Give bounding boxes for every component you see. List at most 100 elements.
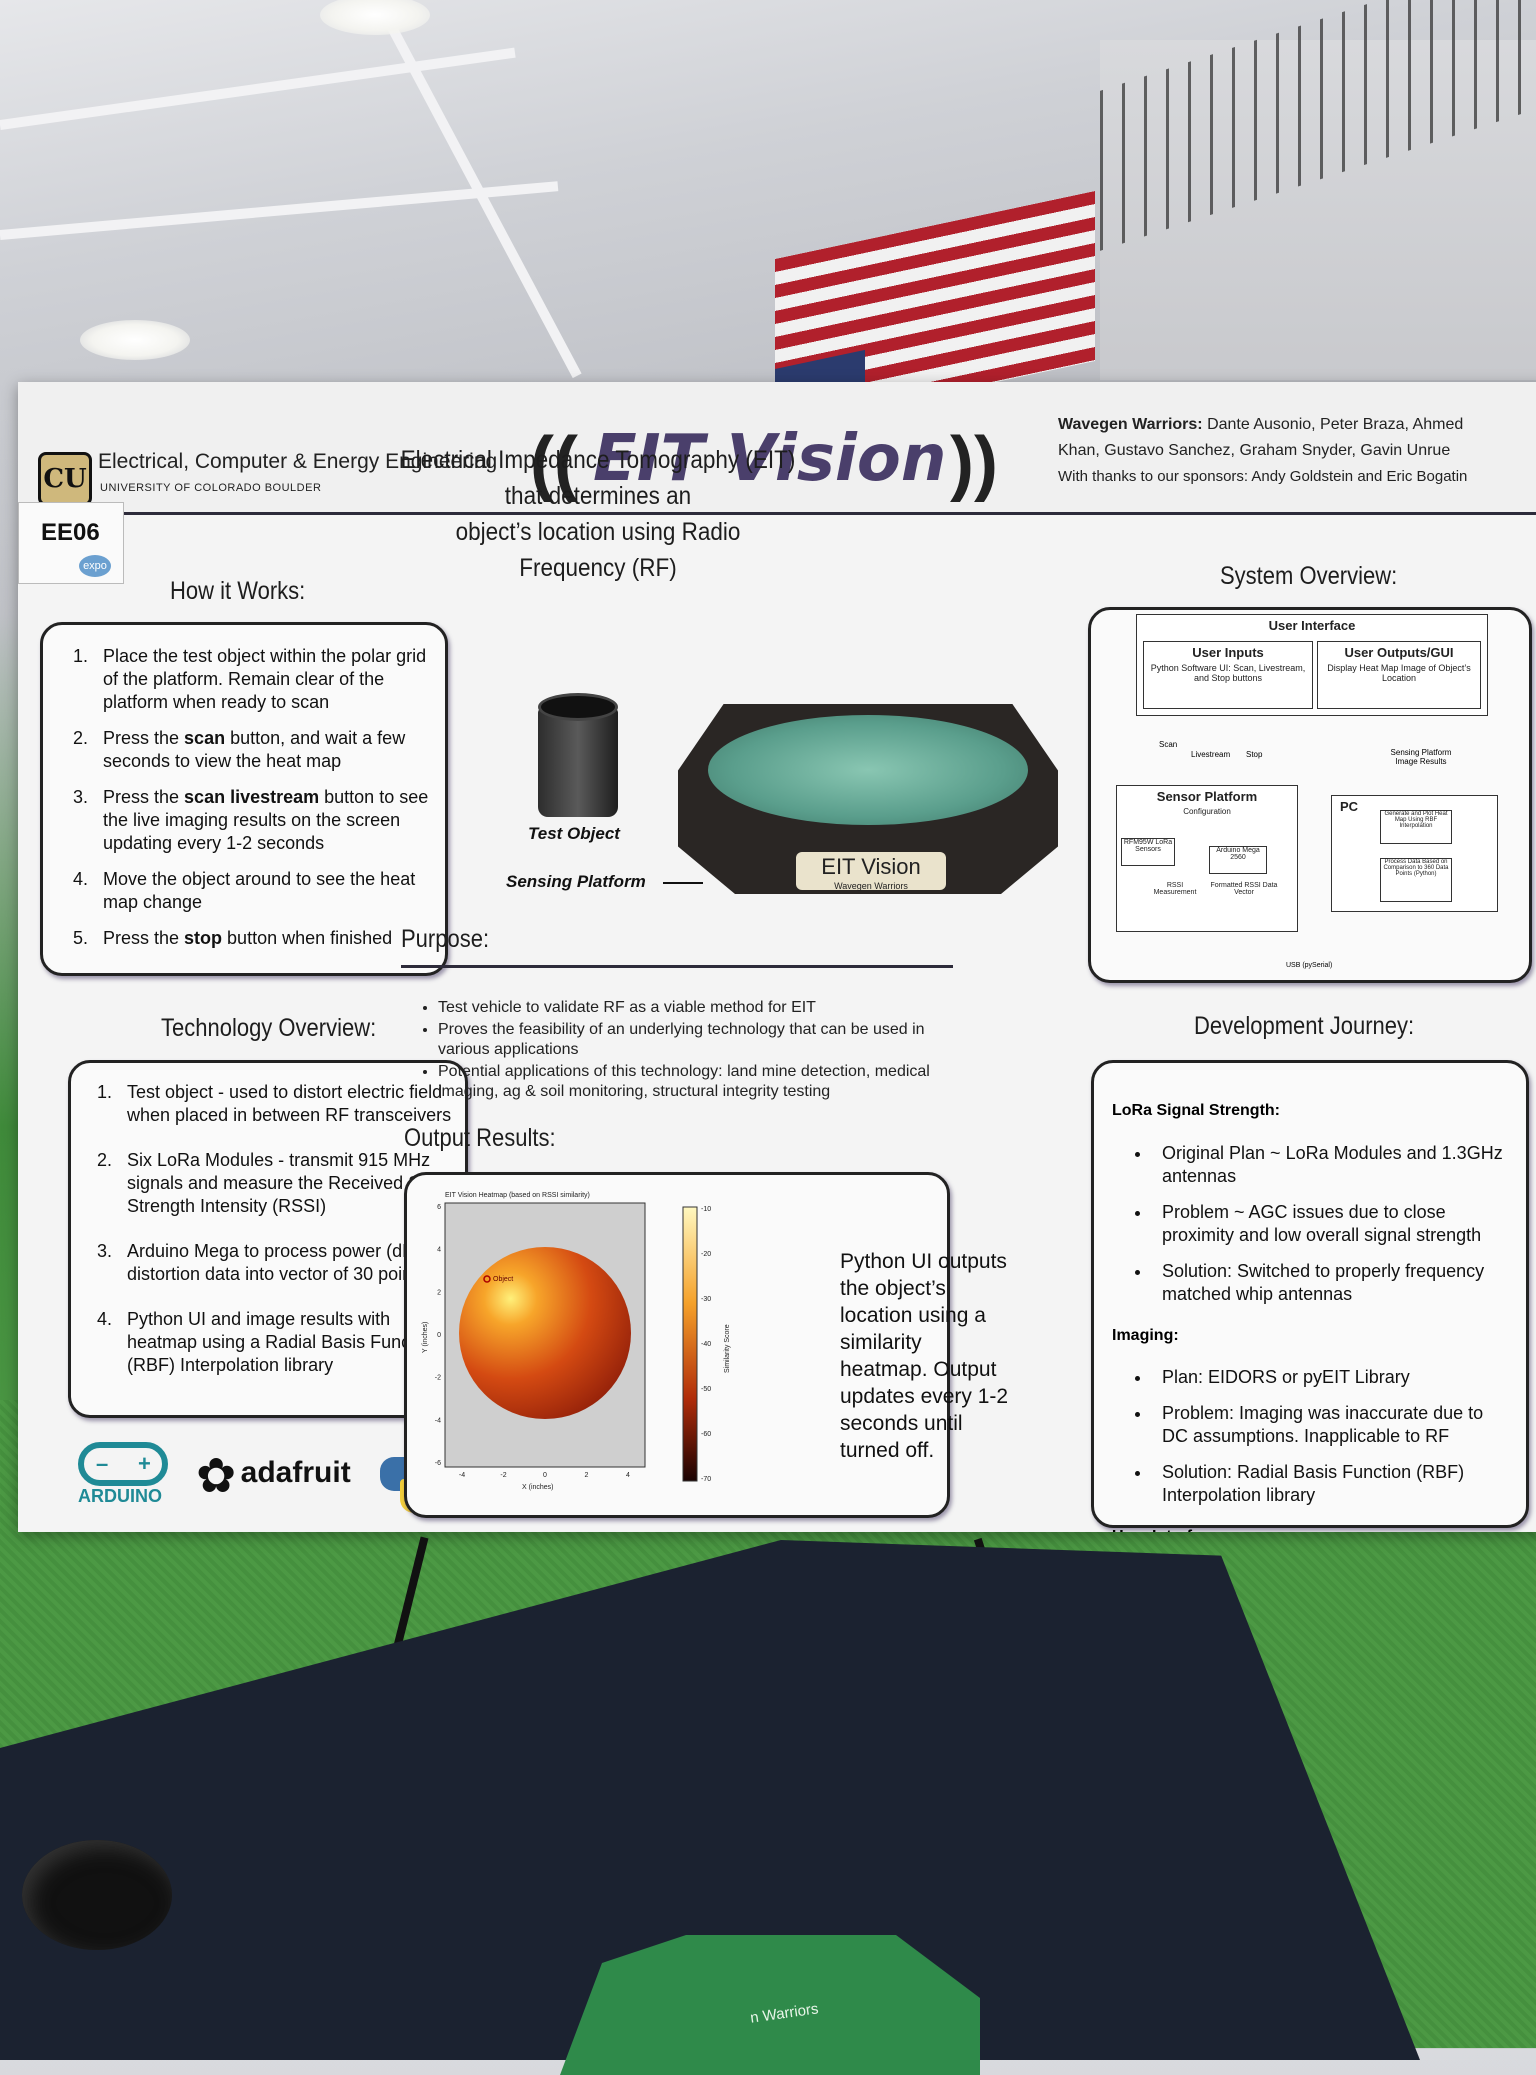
formatted-label: Formatted RSSI Data Vector (1210, 882, 1278, 896)
step-text: Press the (103, 728, 185, 748)
how-step: Press the scan button, and wait a few se… (93, 727, 445, 773)
technology-item: Python UI and image results with heatmap… (117, 1308, 465, 1377)
pc-block: PC Generate and Plot Heat Map Using RBF … (1331, 795, 1498, 912)
expo-logo: expo (79, 555, 111, 577)
how-step: Press the stop button when finished (93, 927, 445, 950)
outputs-title: User Outputs/GUI (1344, 645, 1454, 660)
step-keyword: scan livestream (184, 787, 320, 807)
arduino-block: Arduino Mega 2560 (1209, 846, 1267, 874)
colorbar-tick-label: -60 (701, 1431, 711, 1438)
y-tick-label: -4 (435, 1417, 441, 1424)
process-block: Process Data Based on Comparison to 360 … (1380, 858, 1452, 902)
pcb-text: n Warriors (749, 2000, 820, 2027)
step-text: button when finished (222, 928, 393, 948)
x-ticks: -4 -2 0 2 4 (459, 1472, 630, 1479)
ui-title: User Interface (1268, 618, 1356, 633)
purpose-rule (401, 965, 953, 968)
ceiling-light (320, 0, 430, 35)
purpose-bullet: Test vehicle to validate RF as a viable … (438, 998, 933, 1018)
colorbar-tick-label: -70 (701, 1476, 711, 1483)
booth-code: EE06 (41, 519, 100, 546)
ui-block: User Interface User Inputs Python Softwa… (1136, 614, 1488, 716)
team-label: Wavegen Warriors: (1058, 416, 1203, 433)
how-it-works-box: Place the test object within the polar g… (40, 622, 448, 976)
how-step: Move the object around to see the heat m… (93, 868, 445, 914)
development-content: LoRa Signal Strength: Original Plan ~ LoR… (1094, 1063, 1526, 1532)
colorbar-tick-label: -50 (701, 1386, 711, 1393)
step-keyword: scan (184, 728, 226, 748)
configuration-label: Configuration (1183, 807, 1231, 816)
signal-wave-right-icon: )) (950, 423, 998, 503)
purpose-heading: Purpose: (401, 925, 490, 953)
heatmap-plot: EIT Vision Heatmap (based on RSSI simila… (422, 1192, 646, 1491)
heatmap-title: EIT Vision Heatmap (based on RSSI simila… (445, 1192, 590, 1199)
colorbar-tick-label: -30 (701, 1296, 711, 1303)
test-object-caption: Test Object (528, 824, 620, 843)
journey-item: Solution: Radial Basis Function (RBF) In… (1152, 1461, 1512, 1507)
rssi-label: RSSI Measurement (1153, 882, 1197, 896)
user-outputs-block: User Outputs/GUI Display Heat Map Image … (1317, 641, 1481, 709)
lora-block: RFM95W LoRa Sensors (1121, 838, 1175, 866)
scan-arrow-label: Scan (1159, 740, 1178, 749)
journey-section-title: Imaging: (1112, 1326, 1179, 1344)
technology-box: Test object - used to distort electric f… (68, 1060, 468, 1418)
platform-label: EIT Vision (821, 854, 921, 879)
step-text: button to see the live imaging results o… (103, 787, 429, 853)
y-tick-label: 0 (437, 1332, 441, 1339)
platform-nameplate: EIT Vision Wavegen Warriors (796, 852, 946, 891)
purpose-bullet: Proves the feasibility of an underlying … (438, 1020, 933, 1060)
sensor-platform-block: Sensor Platform Configuration RFM95W LoR… (1116, 785, 1298, 932)
y-ticks: 6 4 2 0 -2 -4 -6 (435, 1204, 441, 1467)
cu-logo: CU (38, 452, 92, 506)
output-box: EIT Vision Heatmap (based on RSSI simila… (404, 1172, 950, 1518)
how-it-works-heading: How it Works: (170, 577, 306, 605)
step-text: button, and wait a few seconds to view t… (103, 728, 406, 771)
y-tick-label: -6 (435, 1460, 441, 1467)
journey-section-title: User Interface: (1112, 1528, 1512, 1532)
system-heading: System Overview: (1220, 562, 1398, 590)
journey-section-title: LoRa Signal Strength: (1112, 1102, 1280, 1120)
team-line1: Dante Ausonio, Peter Braza, Ahmed (1207, 416, 1464, 433)
x-tick-label: 2 (585, 1472, 589, 1479)
generate-block: Generate and Plot Heat Map Using RBF Int… (1380, 810, 1452, 844)
purpose-list: Test vehicle to validate RF as a viable … (408, 998, 933, 1104)
expo-badge: EE06 expo (18, 502, 124, 584)
team-line2: Khan, Gustavo Sanchez, Graham Snyder, Ga… (1058, 442, 1451, 459)
x-tick-label: -4 (459, 1472, 465, 1479)
journey-list: Original Plan ~ LoRa Modules and 1.3GHz … (1112, 1142, 1512, 1306)
inputs-text: Python Software UI: Scan, Livestream, an… (1150, 663, 1306, 683)
step-text: Press the (103, 787, 185, 807)
object-label: Object (493, 1276, 513, 1283)
development-box: LoRa Signal Strength: Original Plan ~ LoR… (1091, 1060, 1529, 1532)
pc-title: PC (1340, 799, 1359, 814)
technology-heading: Technology Overview: (161, 1014, 377, 1042)
sensing-platform-caption: Sensing Platform (506, 872, 646, 891)
department-name: Electrical, Computer & Energy Engineerin… (98, 450, 498, 473)
journey-item: Plan: EIDORS or pyEIT Library (1152, 1366, 1512, 1389)
sensor-title: Sensor Platform (1156, 789, 1258, 804)
technology-item: Six LoRa Modules - transmit 915 MHz sign… (117, 1149, 465, 1218)
ceiling-light (80, 320, 190, 360)
journey-item: Original Plan ~ LoRa Modules and 1.3GHz … (1152, 1142, 1512, 1188)
object-marker (483, 1275, 491, 1283)
arduino-logo: – + ARDUINO (78, 1442, 178, 1507)
colorbar-tick-label: -40 (701, 1341, 711, 1348)
user-inputs-block: User Inputs Python Software UI: Scan, Li… (1143, 641, 1313, 709)
livestream-arrow-label: Livestream (1191, 750, 1231, 759)
stop-arrow-label: Stop (1246, 750, 1263, 759)
y-tick-label: 2 (437, 1289, 441, 1296)
step-text: Press the (103, 928, 185, 948)
output-description: Python UI outputs the object’s location … (840, 1250, 1009, 1462)
y-axis-label: Y (inches) (422, 1322, 429, 1353)
test-object-image (538, 693, 618, 817)
colorbar-tick-label: -10 (701, 1206, 711, 1213)
platform-sublabel: Wavegen Warriors (834, 881, 908, 891)
how-it-works-list: Place the test object within the polar g… (43, 645, 445, 950)
colorbar-label: Similarity Score (724, 1324, 731, 1373)
colorbar-tick-label: -20 (701, 1251, 711, 1258)
university-name: UNIVERSITY OF COLORADO BOULDER (100, 482, 322, 494)
x-tick-label: 0 (543, 1472, 547, 1479)
adafruit-text: adafruit (240, 1456, 351, 1489)
development-heading: Development Journey: (1194, 1012, 1415, 1040)
step-keyword: stop (184, 928, 223, 948)
